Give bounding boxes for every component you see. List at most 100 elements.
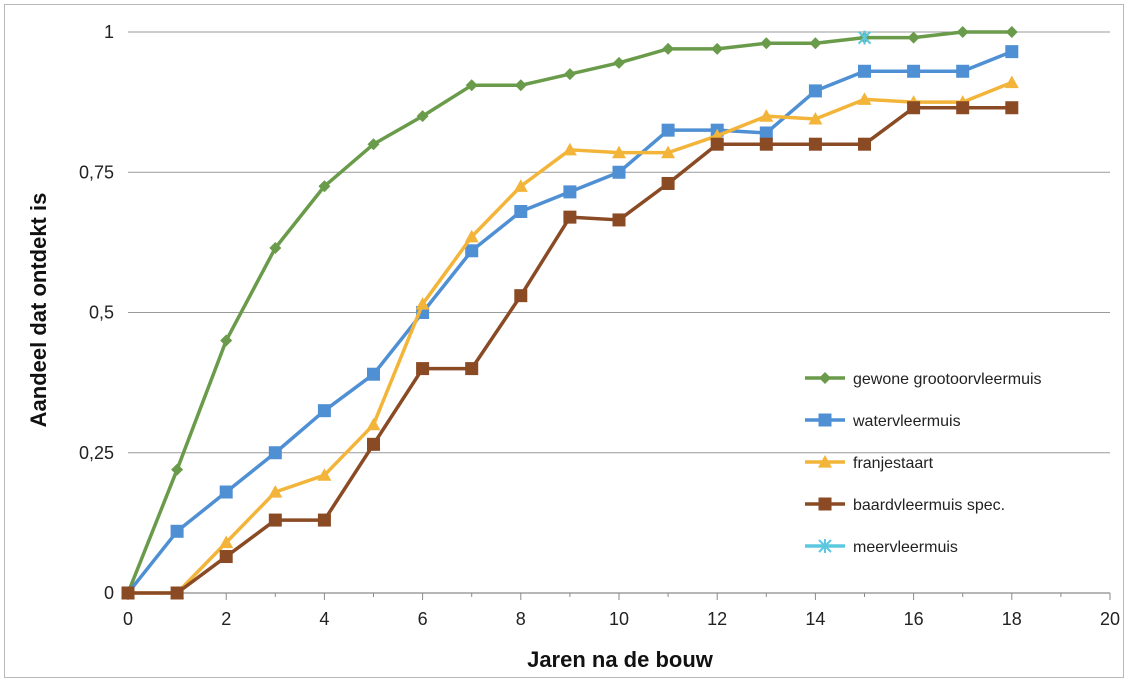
data-point <box>220 334 233 347</box>
data-point <box>416 362 430 376</box>
legend-label: meervleermuis <box>853 539 958 556</box>
y-tick-label: 0,25 <box>79 443 114 463</box>
legend-item: meervleermuis <box>805 539 958 556</box>
data-point <box>661 145 676 159</box>
data-point <box>760 37 773 50</box>
data-point <box>858 64 871 78</box>
x-tick-label: 2 <box>221 609 231 629</box>
legend-item: gewone grootoorvleermuis <box>805 371 1042 388</box>
data-point <box>416 110 429 123</box>
data-point <box>907 31 920 44</box>
data-point <box>317 513 331 527</box>
x-tick-label: 6 <box>418 609 428 629</box>
legend-marker <box>819 372 831 384</box>
data-point <box>268 446 282 460</box>
data-point <box>317 468 332 481</box>
data-point <box>465 244 479 258</box>
x-tick-label: 20 <box>1100 609 1120 629</box>
series-meervleermuis <box>857 30 872 45</box>
data-point <box>219 535 234 549</box>
data-point <box>759 137 773 151</box>
data-point <box>808 84 822 98</box>
legend-item: watervleermuis <box>805 413 961 430</box>
legend-label: gewone grootoorvleermuis <box>853 371 1042 388</box>
data-point <box>514 205 528 219</box>
data-point <box>563 68 576 81</box>
data-point <box>956 64 970 78</box>
data-point <box>318 180 331 193</box>
data-point <box>661 176 675 190</box>
y-tick-label: 1 <box>104 22 114 42</box>
data-point <box>317 404 331 418</box>
legend-item: baardvleermuis spec. <box>805 497 1005 514</box>
data-point <box>170 586 184 600</box>
legend-label: watervleermuis <box>852 413 961 430</box>
legend-item: franjestaart <box>805 455 934 472</box>
data-point <box>956 26 969 38</box>
y-axis-title: Aandeel dat ontdekt is <box>26 193 51 428</box>
x-axis-title: Jaren na de bouw <box>527 647 714 672</box>
data-point <box>1004 75 1019 89</box>
legend-marker <box>818 539 832 553</box>
x-tick-label: 16 <box>904 609 924 629</box>
legend-marker <box>818 497 832 511</box>
data-point <box>563 210 577 224</box>
x-tick-label: 4 <box>319 609 329 629</box>
series-line <box>128 105 1012 595</box>
chart-frame <box>4 4 1124 678</box>
data-point <box>171 463 184 476</box>
x-tick-label: 14 <box>805 609 825 629</box>
data-point <box>907 64 921 78</box>
x-tick-label: 12 <box>707 609 727 629</box>
data-point <box>1005 101 1019 115</box>
data-point <box>367 437 380 451</box>
x-tick-label: 10 <box>609 609 629 629</box>
series-group <box>121 26 1019 600</box>
data-point <box>857 30 872 45</box>
legend-label: baardvleermuis spec. <box>853 497 1005 514</box>
data-point <box>170 524 184 538</box>
data-point <box>759 126 773 140</box>
legend-marker <box>818 413 832 427</box>
data-point <box>612 213 626 227</box>
series-baardvleermuis-spec- <box>121 101 1019 600</box>
data-point <box>808 137 822 151</box>
data-point <box>514 289 528 303</box>
data-point <box>514 79 527 92</box>
data-point <box>809 37 822 50</box>
data-point <box>268 513 282 527</box>
data-point <box>464 229 479 243</box>
data-point <box>1005 26 1018 38</box>
data-point <box>563 185 577 199</box>
series-line <box>128 80 1013 595</box>
data-point <box>857 92 872 105</box>
data-point <box>366 417 381 431</box>
data-point <box>513 179 528 192</box>
data-point <box>956 101 970 115</box>
y-tick-label: 0,75 <box>79 162 114 182</box>
x-tick-label: 0 <box>123 609 133 629</box>
data-point <box>269 241 282 254</box>
data-point <box>562 142 577 156</box>
data-point <box>662 42 675 55</box>
data-point <box>219 550 233 564</box>
data-point <box>367 367 380 381</box>
legend-label: franjestaart <box>853 455 934 472</box>
data-point <box>268 485 283 498</box>
data-point <box>858 137 871 151</box>
x-tick-label: 18 <box>1002 609 1022 629</box>
data-point <box>612 145 626 159</box>
data-point <box>661 123 675 137</box>
data-point <box>465 362 479 376</box>
data-point <box>907 101 921 115</box>
x-tick-label: 8 <box>516 609 526 629</box>
y-tick-label: 0,5 <box>89 303 114 323</box>
data-point <box>710 137 724 151</box>
data-point <box>613 56 625 69</box>
data-point <box>121 586 135 600</box>
series-franjestaart <box>121 75 1019 599</box>
data-point <box>219 485 233 499</box>
data-point <box>711 42 724 55</box>
